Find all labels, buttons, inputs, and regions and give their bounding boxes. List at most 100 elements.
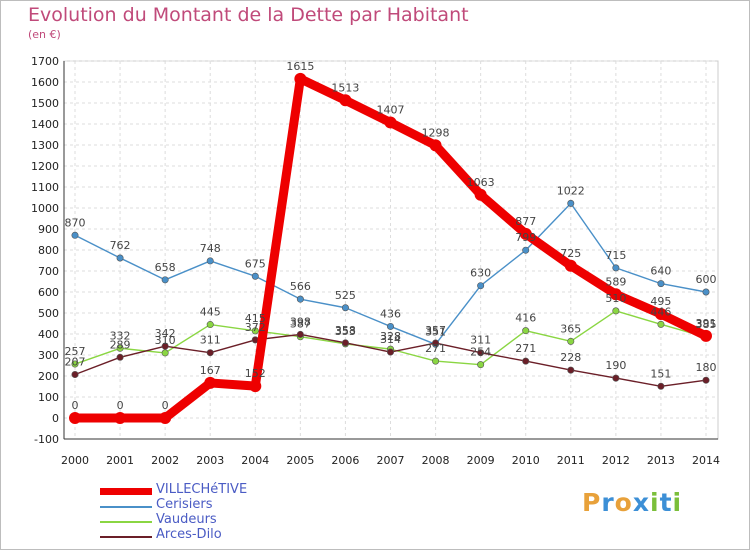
logo-letter: P xyxy=(582,488,602,517)
data-label: 358 xyxy=(335,324,356,337)
data-label: 416 xyxy=(515,312,536,325)
data-label: 1022 xyxy=(557,184,585,197)
data-point xyxy=(71,371,79,379)
data-label: 257 xyxy=(65,345,86,358)
data-label: 342 xyxy=(155,327,176,340)
data-label: 436 xyxy=(380,307,401,320)
data-point xyxy=(116,353,124,361)
x-tick-label: 2005 xyxy=(286,454,314,467)
x-tick-label: 2003 xyxy=(196,454,224,467)
data-point xyxy=(477,349,485,357)
data-point xyxy=(116,344,124,352)
data-label: 398 xyxy=(290,315,311,328)
data-point xyxy=(386,322,394,330)
data-point xyxy=(700,329,712,342)
y-tick-label: 600 xyxy=(38,286,59,299)
data-point xyxy=(657,382,665,390)
data-point xyxy=(71,231,79,239)
chart-subtitle: (en €) xyxy=(28,28,61,41)
data-label: 151 xyxy=(650,367,671,380)
series-lines xyxy=(69,72,712,424)
data-point xyxy=(249,380,262,393)
y-tick-label: 1500 xyxy=(31,97,59,110)
data-point xyxy=(567,199,575,207)
x-tick-label: 2006 xyxy=(331,454,359,467)
data-label: 600 xyxy=(696,273,717,286)
data-label: 353 xyxy=(335,325,356,338)
y-tick-label: 500 xyxy=(38,307,59,320)
data-label: 365 xyxy=(560,322,581,335)
y-tick-label: 1300 xyxy=(31,139,59,152)
data-label: 630 xyxy=(470,267,491,280)
data-point xyxy=(477,361,485,369)
logo-letter: i xyxy=(650,488,660,517)
data-label: 372 xyxy=(245,321,266,334)
data-point xyxy=(161,349,169,357)
data-label: 180 xyxy=(696,361,717,374)
data-point xyxy=(474,188,487,201)
data-label: 271 xyxy=(515,342,536,355)
legend-item-arces-dilo: Arces-Dilo xyxy=(100,527,300,544)
data-label: 387 xyxy=(290,318,311,331)
data-point xyxy=(339,94,352,107)
data-point xyxy=(251,272,259,280)
data-label: 0 xyxy=(72,399,79,412)
data-point xyxy=(567,366,575,374)
x-tick-label: 2009 xyxy=(467,454,495,467)
logo-letter: o xyxy=(614,488,633,517)
axes xyxy=(63,61,718,440)
data-point xyxy=(609,288,622,301)
data-label: 799 xyxy=(515,231,536,244)
x-tick-label: 2002 xyxy=(151,454,179,467)
data-labels: 0 0 0 167 152 1615 1513 1407 1298 1063 877 725 589 49… xyxy=(65,60,717,412)
chart-title: Evolution du Montant de la Dette par Hab… xyxy=(28,4,469,26)
data-point xyxy=(251,327,259,335)
data-label: 311 xyxy=(200,334,221,347)
data-label: 725 xyxy=(560,247,581,260)
data-label: 640 xyxy=(650,265,671,278)
data-point xyxy=(612,264,620,272)
y-tick-label: -100 xyxy=(34,433,59,446)
data-label: 589 xyxy=(605,275,626,288)
data-point xyxy=(294,72,307,85)
data-point xyxy=(161,276,169,284)
data-label: 311 xyxy=(470,334,491,347)
data-point xyxy=(522,246,530,254)
data-label: 1513 xyxy=(331,81,359,94)
data-point xyxy=(114,412,127,424)
data-point xyxy=(206,349,214,357)
legend-label: Cerisiers xyxy=(156,497,213,512)
data-point xyxy=(161,342,169,350)
data-label: 1615 xyxy=(286,60,314,73)
logo-letter: r xyxy=(601,488,615,517)
data-point xyxy=(432,357,440,365)
legend: VILLECHéTIVE Cerisiers Vaudeurs Arces-Di… xyxy=(100,482,300,544)
legend-item-villechetive: VILLECHéTIVE xyxy=(100,482,300,499)
data-label: 1298 xyxy=(422,126,450,139)
data-label: 415 xyxy=(245,312,266,325)
data-point xyxy=(71,360,79,368)
data-point xyxy=(612,374,620,382)
legend-swatch xyxy=(100,488,152,495)
data-point xyxy=(159,412,172,424)
data-point xyxy=(657,280,665,288)
x-tick-labels: 2000 2001 2002 2003 2004 2005 2006 2007 2008 2009… xyxy=(61,454,720,467)
y-tick-label: 1000 xyxy=(31,202,59,215)
x-tick-label: 2007 xyxy=(377,454,405,467)
y-tick-labels: -100 0 100 200 300 400 500 600 700 800 900 1000 1100… xyxy=(31,55,59,446)
data-label: 525 xyxy=(335,289,356,302)
x-tick-label: 2008 xyxy=(422,454,450,467)
data-label: 271 xyxy=(425,342,446,355)
x-tick-label: 2010 xyxy=(512,454,540,467)
data-point xyxy=(341,339,349,347)
data-point xyxy=(612,307,620,315)
legend-item-cerisiers: Cerisiers xyxy=(100,497,300,514)
x-tick-label: 2011 xyxy=(557,454,585,467)
data-label: 254 xyxy=(470,346,491,359)
y-tick-label: 200 xyxy=(38,370,59,383)
data-point xyxy=(522,327,530,335)
proxiti-logo: Proxiti xyxy=(582,488,682,517)
data-point xyxy=(702,376,710,384)
data-label: 762 xyxy=(110,239,131,252)
